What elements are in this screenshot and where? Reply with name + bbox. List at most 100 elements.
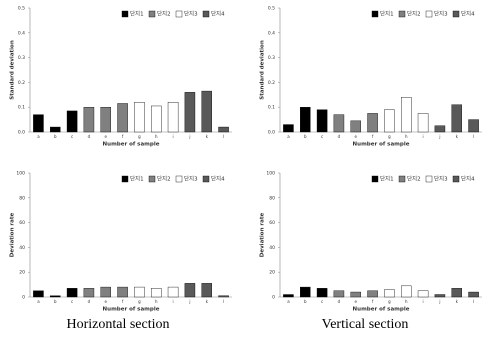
bar xyxy=(100,106,111,133)
x-tick-label: i xyxy=(423,299,424,304)
x-tick-label: c xyxy=(321,134,323,139)
legend-swatch xyxy=(148,10,156,18)
legend-swatch xyxy=(121,10,129,18)
legend-label: 단지2 xyxy=(407,175,421,183)
legend-swatch xyxy=(452,175,460,183)
x-tick-label: e xyxy=(105,299,108,304)
y-tick-label: 40 xyxy=(269,245,275,251)
bar xyxy=(350,291,362,298)
bar xyxy=(150,105,162,133)
bar xyxy=(417,113,429,133)
y-tick-label: 0 xyxy=(22,295,25,301)
bar xyxy=(33,290,44,298)
x-tick-label: a xyxy=(37,134,40,139)
y-tick-label: 100 xyxy=(16,171,25,177)
bar xyxy=(50,126,61,133)
x-tick-label: i xyxy=(173,134,174,139)
x-tick-label: f xyxy=(122,134,124,139)
legend-swatch xyxy=(398,175,406,183)
x-tick-label: g xyxy=(138,134,141,139)
x-tick-label: j xyxy=(188,299,190,304)
y-tick-label: 20 xyxy=(19,270,25,276)
x-tick-label: l xyxy=(473,134,474,139)
bar xyxy=(167,102,179,133)
legend-swatch xyxy=(175,175,183,183)
x-tick-label: f xyxy=(372,134,374,139)
bar xyxy=(33,114,44,133)
legend-label: 단지4 xyxy=(211,175,225,183)
bar xyxy=(117,103,128,133)
x-axis-label: Number of sample xyxy=(103,142,160,148)
legend-swatch xyxy=(425,175,433,183)
bar xyxy=(316,109,328,133)
x-tick-label: e xyxy=(355,299,358,304)
bar xyxy=(350,120,362,133)
bar xyxy=(83,106,95,133)
legend-swatch xyxy=(398,10,406,18)
x-tick-label: k xyxy=(206,299,209,304)
y-tick-label: 80 xyxy=(19,195,25,201)
bar xyxy=(66,288,78,298)
bar xyxy=(333,114,345,133)
y-tick-label: 0.3 xyxy=(268,55,275,61)
bar xyxy=(367,113,378,133)
y-tick-label: 0 xyxy=(272,295,275,301)
y-tick-label: 0.3 xyxy=(18,55,25,61)
x-tick-label: i xyxy=(423,134,424,139)
bar xyxy=(83,288,95,298)
y-tick-label: 80 xyxy=(269,195,275,201)
legend-swatch xyxy=(452,10,460,18)
x-tick-label: f xyxy=(122,299,124,304)
x-tick-label: b xyxy=(304,134,307,139)
x-tick-label: f xyxy=(372,299,374,304)
x-tick-label: h xyxy=(405,134,408,139)
legend-swatch xyxy=(202,10,210,18)
x-tick-label: a xyxy=(287,134,290,139)
x-tick-label: c xyxy=(71,134,73,139)
x-tick-label: l xyxy=(223,299,224,304)
x-axis-label: Number of sample xyxy=(353,142,410,148)
x-tick-label: d xyxy=(88,299,91,304)
legend-label: 단지3 xyxy=(184,10,198,18)
y-axis-label: Standard deviation xyxy=(260,40,266,100)
bar xyxy=(201,90,212,133)
bar xyxy=(300,286,311,298)
bar xyxy=(218,295,229,298)
bar xyxy=(184,283,196,298)
x-tick-label: d xyxy=(88,134,91,139)
legend-label: 단지4 xyxy=(461,10,475,18)
bar xyxy=(300,106,311,133)
bar xyxy=(150,288,162,298)
y-tick-label: 0.1 xyxy=(18,105,25,111)
y-tick-label: 0.1 xyxy=(268,105,275,111)
x-tick-label: b xyxy=(54,299,57,304)
legend-label: 단지3 xyxy=(434,175,448,183)
y-tick-label: 20 xyxy=(269,270,275,276)
bar xyxy=(184,92,196,133)
x-tick-label: g xyxy=(138,299,141,304)
bar xyxy=(134,286,145,298)
y-tick-label: 40 xyxy=(19,245,25,251)
bar xyxy=(468,119,479,133)
x-tick-label: k xyxy=(456,299,459,304)
x-tick-label: h xyxy=(155,299,158,304)
bar xyxy=(451,288,463,298)
y-tick-label: 0.5 xyxy=(18,6,25,12)
legend-swatch xyxy=(202,175,210,183)
bar xyxy=(117,286,128,298)
legend-label: 단지3 xyxy=(184,175,198,183)
y-tick-label: 0.2 xyxy=(268,80,275,86)
x-tick-label: b xyxy=(304,299,307,304)
x-tick-label: a xyxy=(37,299,40,304)
legend-swatch xyxy=(425,10,433,18)
bar xyxy=(50,295,61,298)
x-tick-label: j xyxy=(438,134,440,139)
y-tick-label: 0.0 xyxy=(18,130,25,136)
x-tick-label: c xyxy=(71,299,73,304)
caption: Horizontal section xyxy=(66,317,169,332)
legend-label: 단지1 xyxy=(380,10,394,18)
x-axis-label: Number of sample xyxy=(103,307,160,313)
legend-swatch xyxy=(175,10,183,18)
legend-label: 단지3 xyxy=(434,10,448,18)
x-axis-label: Number of sample xyxy=(353,307,410,313)
